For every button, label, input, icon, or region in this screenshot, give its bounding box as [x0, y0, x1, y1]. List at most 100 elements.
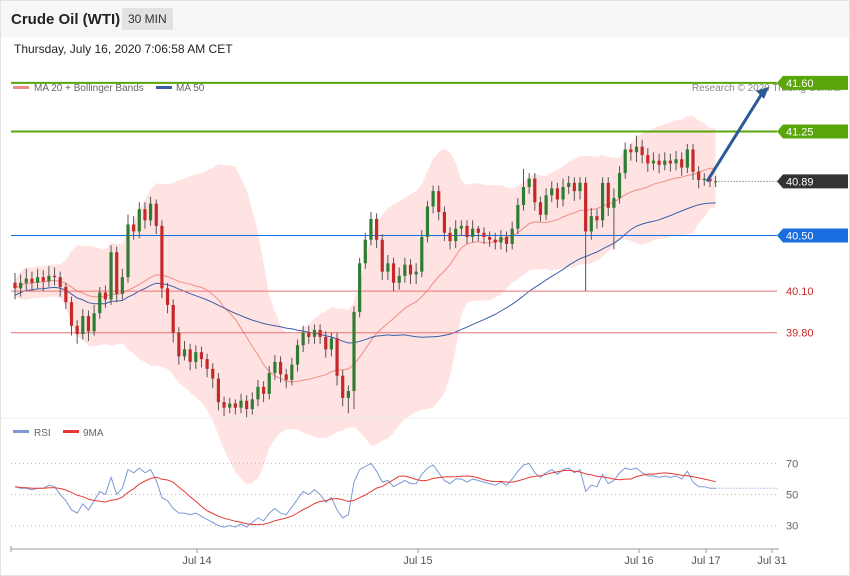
bearish-candle	[41, 277, 45, 282]
price-levels: 41.60 41.25 40.89 40.50 40.10 39.80	[11, 75, 848, 340]
bullish-candle	[516, 205, 520, 229]
bullish-candle	[120, 277, 124, 294]
ma50-legend-swatch	[156, 86, 172, 89]
bullish-candle	[228, 403, 232, 408]
bearish-candle	[103, 292, 107, 300]
bearish-candle	[318, 329, 322, 337]
bullish-candle	[702, 178, 706, 181]
bullish-candle	[623, 149, 627, 174]
bearish-candle	[278, 361, 283, 375]
bearish-candle	[555, 188, 559, 200]
bearish-candle	[380, 239, 384, 272]
bearish-candle	[324, 336, 328, 350]
bearish-candle	[69, 302, 74, 326]
bullish-candle	[601, 182, 605, 221]
chart-datetime: Thursday, July 16, 2020 7:06:58 AM CET	[14, 42, 233, 56]
bullish-candle	[544, 195, 548, 215]
bullish-candle	[459, 225, 463, 229]
bearish-candle	[465, 225, 469, 237]
resistance-tag	[777, 75, 848, 90]
rsi-legend-swatch	[13, 430, 29, 433]
bearish-candle	[488, 236, 492, 240]
bullish-candle	[431, 191, 435, 207]
instrument-title: Crude Oil (WTI)	[11, 11, 121, 28]
bearish-candle	[375, 218, 379, 240]
projection-arrow-shaft	[705, 91, 765, 183]
bearish-candle	[165, 288, 170, 305]
bearish-candle	[697, 171, 701, 181]
ma20-legend-label: MA 20 + Bollinger Bands	[34, 83, 144, 94]
bearish-candle	[211, 368, 215, 379]
bearish-candle	[335, 338, 339, 376]
x-tick-label: Jul 16	[624, 555, 653, 567]
bullish-candle	[329, 338, 333, 350]
bullish-candle	[527, 178, 531, 187]
bullish-candle	[24, 278, 28, 283]
bullish-candle	[301, 332, 305, 346]
projection-arrow-head	[756, 86, 769, 99]
bearish-candle	[245, 400, 249, 410]
bullish-candle	[98, 292, 102, 314]
bullish-candle	[617, 173, 622, 199]
rsi-tick-label: 70	[786, 458, 798, 470]
bullish-candle	[612, 198, 616, 208]
bullish-candle	[137, 209, 141, 232]
bearish-candle	[86, 316, 91, 332]
x-tick-label: Jul 15	[403, 555, 432, 567]
bearish-candle	[680, 159, 684, 168]
bearish-candle	[216, 378, 220, 403]
pivot-label: 40.50	[786, 231, 814, 243]
bearish-candle	[584, 182, 588, 232]
bearish-candle	[538, 202, 543, 215]
bearish-candle	[533, 178, 537, 203]
bullish-candle	[521, 186, 526, 206]
timeframe-button[interactable]: 30 MIN	[122, 8, 173, 30]
bullish-candle	[578, 182, 582, 192]
bearish-candle	[307, 332, 311, 337]
bullish-candle	[358, 263, 362, 312]
bullish-candle	[685, 149, 689, 168]
bearish-candle	[646, 155, 650, 164]
resistance-tag	[777, 124, 848, 139]
bearish-candle	[606, 182, 610, 208]
bearish-candle	[493, 239, 497, 243]
bullish-candle	[81, 316, 85, 335]
bearish-candle	[341, 375, 345, 398]
bearish-candle	[132, 224, 136, 232]
rsi-ma-line	[14, 469, 716, 526]
bullish-candle	[414, 271, 418, 275]
bearish-candle	[482, 232, 486, 237]
ma20-line	[14, 167, 716, 383]
bullish-candle	[295, 345, 300, 365]
bullish-candle	[663, 160, 667, 165]
bearish-candle	[199, 352, 204, 360]
bearish-candle	[58, 277, 62, 287]
bullish-candle	[19, 282, 23, 289]
x-tick-label: Jul 31	[757, 555, 786, 567]
bearish-candle	[657, 160, 661, 165]
bullish-candle	[256, 386, 260, 400]
bullish-candle	[109, 252, 113, 300]
bullish-candle	[126, 224, 130, 278]
bearish-candle	[233, 403, 237, 408]
bearish-candle	[171, 304, 175, 333]
ma9-legend-swatch	[63, 430, 79, 433]
bearish-candle	[504, 236, 509, 244]
bullish-candle	[589, 216, 593, 232]
rsi-tick-label: 30	[786, 521, 798, 533]
bearish-candle	[629, 149, 633, 153]
bullish-candle	[363, 239, 367, 264]
bullish-candle	[352, 311, 356, 392]
bullish-candle	[149, 203, 153, 221]
bullish-candle	[561, 186, 565, 200]
rsi-panel: 30 50 70	[11, 458, 798, 533]
rsi-legend-label: RSI	[34, 428, 51, 439]
bearish-candle	[30, 278, 34, 283]
x-tick-label: Jul 17	[691, 555, 720, 567]
bearish-candle	[262, 386, 266, 394]
current-price-label: 40.89	[786, 176, 814, 188]
support-label: 39.80	[786, 328, 814, 340]
bearish-candle	[408, 264, 413, 275]
